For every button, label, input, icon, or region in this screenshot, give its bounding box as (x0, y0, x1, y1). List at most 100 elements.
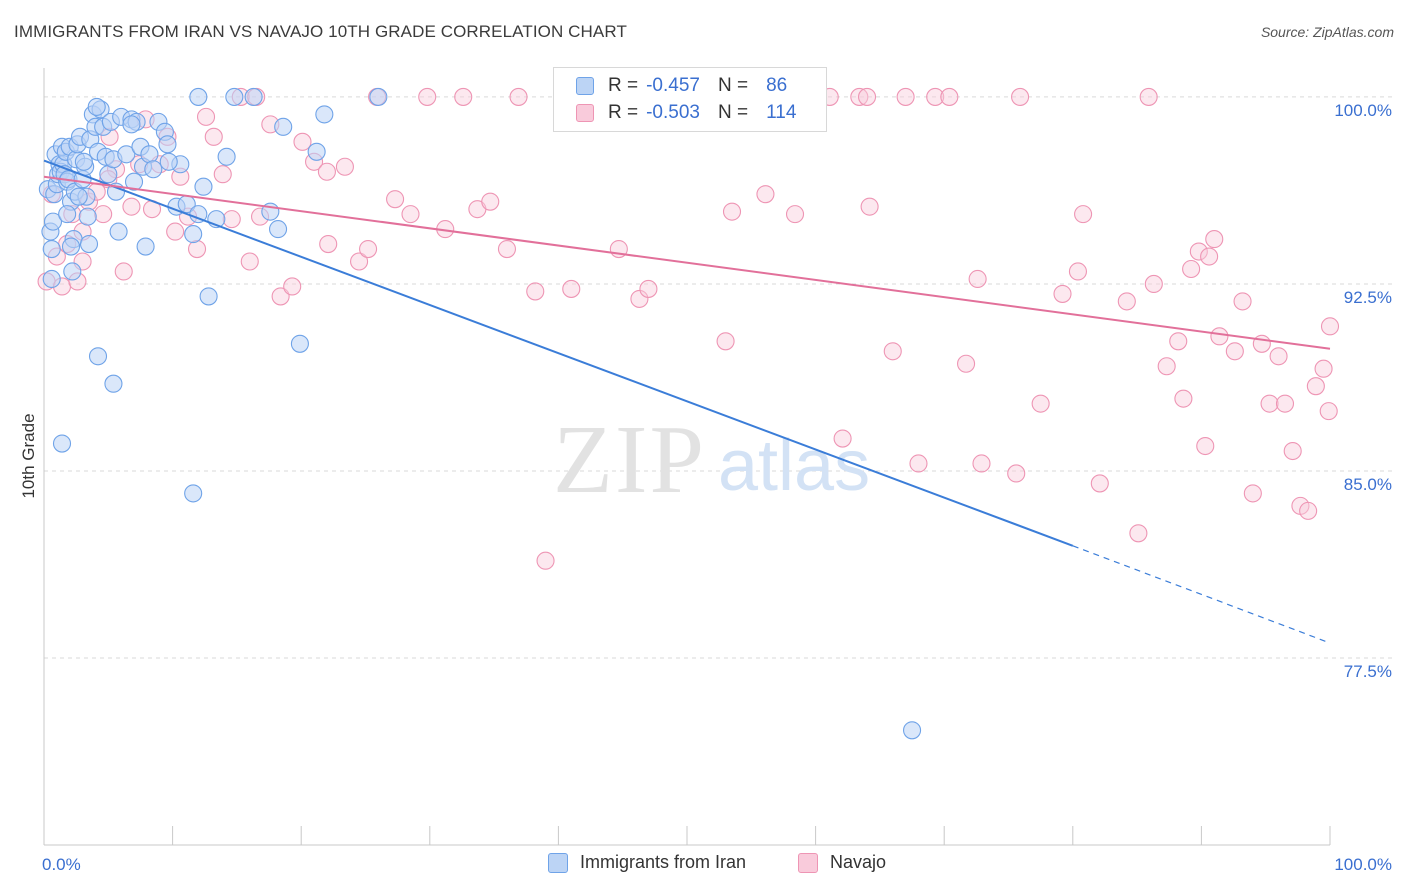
navajo-point (957, 354, 976, 373)
y-tick-label: 85.0% (1344, 475, 1392, 494)
navajo-point (1283, 441, 1302, 461)
navajo-trend-line (43, 175, 1331, 350)
iran-point (140, 145, 159, 164)
iran-point (109, 222, 128, 241)
navajo-point (1205, 230, 1224, 249)
navajo-point (454, 87, 473, 106)
navajo-point (1031, 394, 1050, 413)
navajo-point (562, 279, 581, 298)
navajo-point (1174, 389, 1193, 408)
navajo-point (213, 165, 232, 184)
navajo-point (1320, 317, 1340, 336)
iran-trend-line (43, 159, 1074, 547)
navajo-point (1139, 87, 1158, 106)
navajo-point (883, 342, 902, 361)
navajo-point (481, 192, 500, 211)
series-swatch-navajo (798, 852, 818, 873)
legend-r-label: R = (608, 102, 639, 123)
navajo-point (1144, 274, 1163, 294)
iran-point (194, 177, 213, 196)
navajo-point (968, 269, 987, 289)
iran-point (158, 135, 177, 154)
navajo-point (166, 222, 185, 241)
navajo-point (1117, 292, 1136, 311)
navajo-point (1299, 501, 1318, 520)
navajo-point (222, 210, 241, 229)
iran-point (104, 374, 123, 393)
iran-points (38, 87, 922, 740)
navajo-point (1090, 474, 1109, 493)
navajo-point (187, 239, 207, 259)
iran-point (369, 87, 388, 106)
legend-r-value: -0.457 (646, 75, 700, 96)
navajo-point (497, 239, 517, 259)
navajo-point (1169, 332, 1188, 351)
iran-point (184, 225, 203, 244)
x-tick-label: 0.0% (42, 855, 81, 874)
iran-point (43, 212, 63, 231)
series-swatch-iran (548, 852, 568, 873)
iran-point (52, 434, 72, 453)
navajo-point (785, 205, 805, 224)
navajo-point (401, 205, 420, 224)
navajo-point (1068, 262, 1087, 281)
navajo-point (639, 279, 658, 298)
navajo-point (896, 87, 915, 106)
y-tick-label: 100.0% (1334, 101, 1392, 120)
iran-point (58, 205, 77, 224)
navajo-point (833, 429, 852, 448)
iran-trend-extension (1072, 545, 1331, 644)
navajo-point (1252, 334, 1271, 353)
series-legend: Immigrants from Iran Navajo (0, 852, 1406, 878)
navajo-point (1053, 284, 1072, 303)
navajo-point (909, 454, 928, 473)
iran-point (217, 147, 236, 166)
series-label-iran: Immigrants from Iran (580, 852, 747, 872)
navajo-point (386, 190, 405, 209)
navajo-point (271, 287, 290, 306)
navajo-point (1225, 342, 1244, 361)
navajo-point (418, 87, 437, 106)
y-axis-label: 10th Grade (19, 413, 38, 498)
navajo-point (1182, 259, 1201, 279)
chart-title: IMMIGRANTS FROM IRAN VS NAVAJO 10TH GRAD… (14, 22, 627, 41)
iran-point (61, 237, 81, 256)
series-legend-navajo[interactable]: Navajo (798, 852, 886, 873)
legend-n-value: 86 (766, 75, 788, 96)
x-tick-label: 100.0% (1334, 855, 1392, 874)
series-label-navajo: Navajo (830, 852, 887, 872)
navajo-point (1129, 524, 1148, 543)
iran-point (136, 237, 155, 256)
navajo-point (293, 132, 312, 151)
legend-row-iran: R = -0.457 N = 86 (576, 74, 787, 98)
watermark: ZIP atlas (553, 406, 870, 514)
iran-point (87, 97, 106, 116)
correlation-legend: R = -0.457 N = 86 R = -0.503 N = 114 (553, 67, 827, 132)
legend-row-navajo: R = -0.503 N = 114 (576, 101, 796, 125)
series-legend-iran[interactable]: Immigrants from Iran (548, 852, 746, 873)
navajo-point (335, 157, 354, 176)
iran-point (244, 87, 263, 106)
navajo-point (283, 277, 302, 296)
legend-n-label: N = (717, 75, 749, 96)
navajo-point (857, 87, 877, 106)
iran-point (42, 239, 61, 259)
navajo-point (1233, 292, 1252, 311)
grid-lines (44, 96, 1392, 659)
navajo-point (359, 239, 378, 259)
legend-r-value: -0.503 (646, 102, 700, 123)
navajo-point (1200, 247, 1219, 266)
navajo-point (940, 87, 959, 106)
watermark-zip: ZIP (553, 406, 706, 514)
navajo-point (1007, 464, 1026, 483)
iran-point (78, 207, 97, 226)
navajo-point (1189, 242, 1208, 261)
iran-point (88, 347, 108, 366)
iran-point (63, 262, 82, 281)
iran-point (159, 152, 178, 171)
navajo-point (317, 162, 336, 181)
legend-swatch-navajo (576, 104, 594, 122)
navajo-point (1314, 359, 1333, 378)
navajo-point (536, 551, 555, 570)
